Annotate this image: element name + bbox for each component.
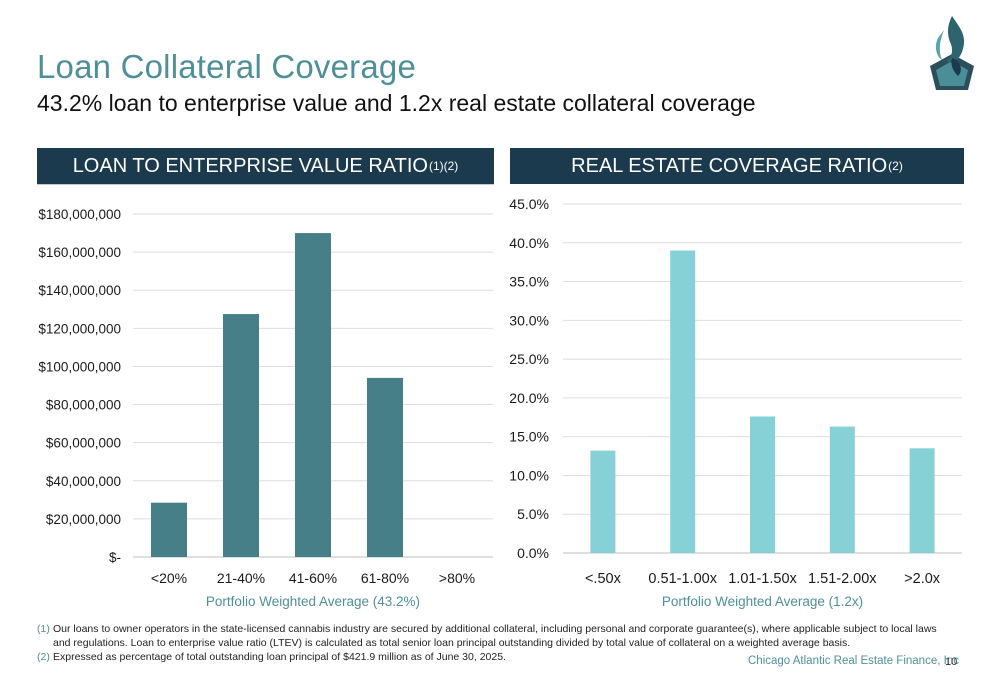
ltev-bar-chart: $- $20,000,000 $40,000,000 $60,000,000 $80,0… [38,207,493,609]
footnote-2-number: (2) [37,651,50,663]
footnote-2-text: Expressed as percentage of total outstan… [53,651,506,663]
re-coverage-y-tick-label: 40.0% [509,235,549,251]
ltev-chart-header: LOAN TO ENTERPRISE VALUE RATIO (1)(2) [37,148,494,184]
ltev-y-tick-label: $140,000,000 [38,283,121,298]
re-coverage-y-tick-label: 25.0% [509,351,549,367]
re-coverage-y-tick-label: 0.0% [517,545,549,561]
re-coverage-header-label: REAL ESTATE COVERAGE RATIO [571,154,888,177]
footnote-2: (2) Expressed as percentage of total out… [37,650,937,664]
ltev-y-tick-label: $80,000,000 [46,398,121,413]
ltev-header-divider [37,184,494,185]
ltev-x-category-label: >80% [439,570,475,586]
footnote-1-number: (1) [37,623,50,635]
re-coverage-x-axis-title: Portfolio Weighted Average (1.2x) [662,594,863,609]
ltev-y-tick-label: $100,000,000 [38,359,121,374]
ltev-header-label: LOAN TO ENTERPRISE VALUE RATIO [72,154,428,177]
ltev-x-category-label: 61-80% [361,570,409,586]
page-title: Loan Collateral Coverage [37,48,417,85]
footnotes: (1) Our loans to owner operators in the … [37,622,937,664]
re-coverage-x-category-label: 1.51-2.00x [808,571,877,587]
re-coverage-x-category-label: <.50x [585,571,622,587]
ltev-bar [367,377,403,557]
re-coverage-bar [590,450,616,553]
ltev-x-category-label: 41-60% [289,570,337,586]
ltev-y-tick-label: $- [109,550,121,565]
ltev-y-tick-label: $120,000,000 [38,321,121,336]
ltev-y-tick-label: $180,000,000 [38,207,121,222]
re-coverage-y-tick-label: 45.0% [509,196,549,212]
re-coverage-bar [750,416,775,553]
ltev-y-tick-label: $160,000,000 [38,245,121,260]
ltev-bar [151,502,187,557]
re-coverage-chart-header: REAL ESTATE COVERAGE RATIO (2) [510,148,964,184]
re-coverage-bar [909,448,935,553]
re-coverage-y-tick-label: 10.0% [509,467,549,483]
re-coverage-y-tick-label: 15.0% [509,429,549,445]
re-coverage-y-tick-label: 5.0% [517,506,549,522]
re-coverage-x-category-label: >2.0x [904,571,941,587]
ltev-x-category-label: <20% [151,570,187,586]
ltev-y-tick-label: $20,000,000 [46,512,121,527]
ltev-header-footnote-ref: (1)(2) [428,159,459,173]
ltev-x-axis-title: Portfolio Weighted Average (43.2%) [206,594,420,609]
re-coverage-y-tick-label: 20.0% [509,390,549,406]
footnote-1: (1) Our loans to owner operators in the … [37,622,937,650]
page-number: 10 [945,656,958,668]
re-coverage-bar [670,250,696,553]
page-subtitle: 43.2% loan to enterprise value and 1.2x … [37,90,756,116]
re-coverage-y-tick-label: 30.0% [509,312,549,328]
re-coverage-bar-chart: 0.0% 5.0% 10.0% 15.0% 20.0% 25.0% 30.0% 35.0% 40… [509,196,962,609]
ltev-bar [223,314,259,557]
ltev-y-tick-label: $40,000,000 [46,474,121,489]
footer-company-name: Chicago Atlantic Real Estate Finance, In… [748,655,959,667]
re-coverage-x-category-label: 0.51-1.00x [648,571,717,587]
re-coverage-x-category-label: 1.01-1.50x [728,571,797,587]
re-coverage-header-footnote-ref: (2) [888,159,903,173]
ltev-x-category-label: 21-40% [217,570,265,586]
re-coverage-y-tick-label: 35.0% [509,274,549,290]
ltev-y-tick-label: $60,000,000 [46,436,121,451]
re-coverage-bar [829,426,855,553]
ltev-bar [295,233,331,558]
flame-logo-icon [930,16,974,90]
footnote-1-text: Our loans to owner operators in the stat… [53,623,937,649]
